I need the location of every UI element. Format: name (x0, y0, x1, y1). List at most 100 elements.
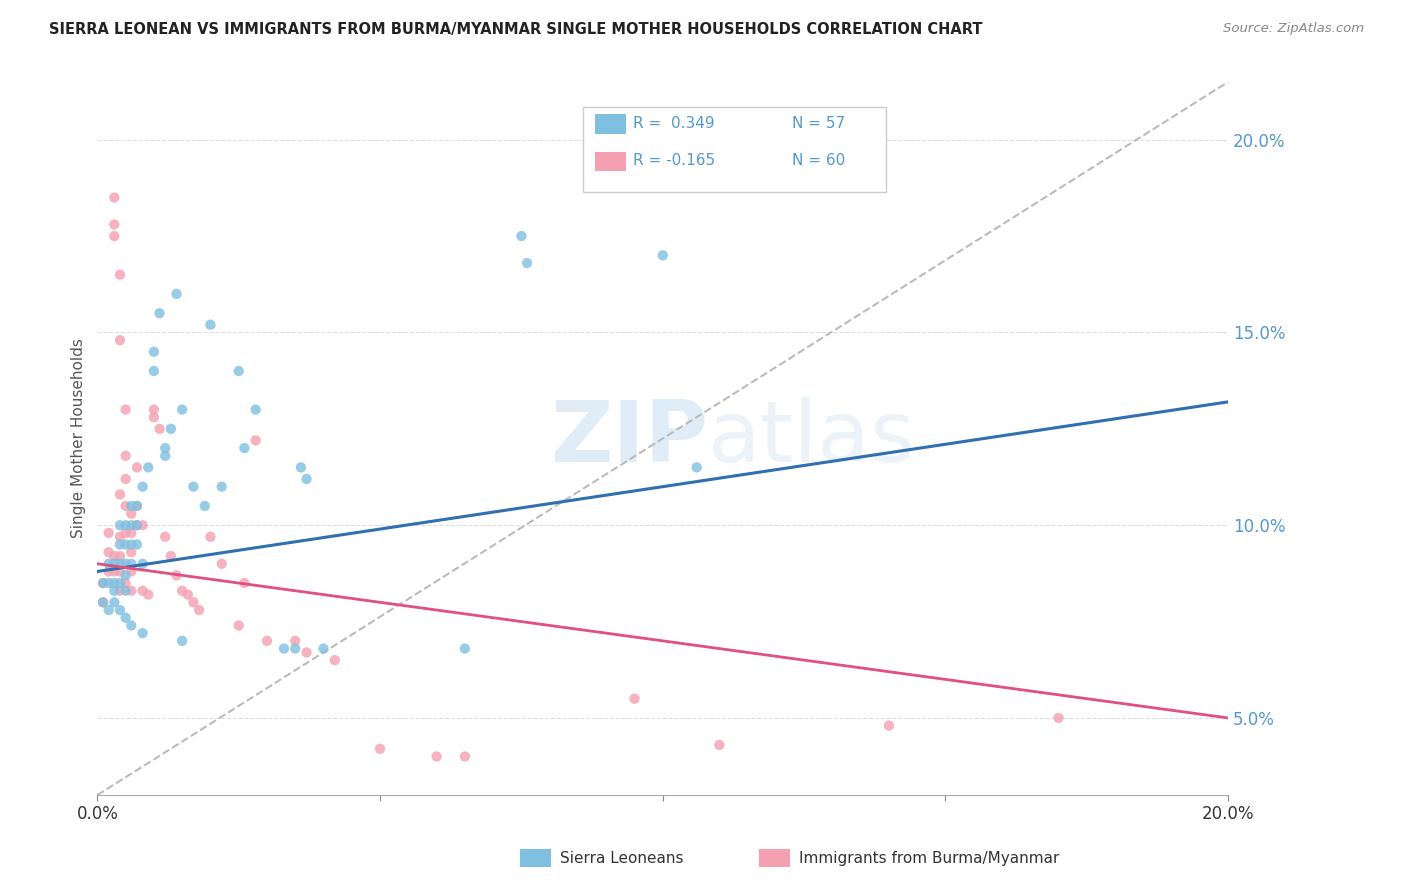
Point (108, 557, 131, 571)
Point (312, 641, 335, 656)
Text: Immigrants from Burma/Myanmar: Immigrants from Burma/Myanmar (799, 851, 1059, 865)
Point (131, 626, 153, 640)
Point (103, 595, 125, 609)
Point (108, 268, 131, 282)
Point (108, 576, 131, 591)
Point (125, 518, 148, 533)
Point (114, 472, 136, 486)
Point (131, 518, 153, 533)
Point (114, 525, 136, 540)
Point (97, 525, 120, 540)
Point (183, 595, 205, 609)
Point (211, 557, 233, 571)
Point (108, 603, 131, 617)
Point (188, 603, 211, 617)
Point (172, 633, 194, 648)
Point (114, 583, 136, 598)
Point (103, 557, 125, 571)
Point (510, 229, 533, 244)
Point (153, 530, 176, 544)
Point (103, 549, 125, 563)
Point (114, 557, 136, 571)
Point (290, 460, 312, 475)
Point (160, 422, 183, 436)
Point (103, 576, 125, 591)
Point (148, 306, 170, 320)
Point (103, 565, 125, 579)
Point (233, 576, 256, 591)
Point (103, 218, 125, 232)
Point (284, 641, 307, 656)
Point (114, 449, 136, 463)
Point (125, 499, 148, 513)
Y-axis label: Single Mother Households: Single Mother Households (72, 339, 86, 539)
Point (172, 402, 194, 417)
Point (166, 568, 188, 582)
Point (131, 557, 153, 571)
Point (323, 653, 346, 667)
Point (256, 633, 278, 648)
Point (108, 565, 131, 579)
Point (114, 518, 136, 533)
Point (228, 618, 250, 632)
Point (91, 595, 114, 609)
Point (686, 460, 709, 475)
Point (97, 557, 120, 571)
Point (142, 402, 165, 417)
Point (125, 518, 148, 533)
Point (142, 410, 165, 425)
Text: N = 60: N = 60 (792, 153, 845, 168)
Point (153, 449, 176, 463)
Text: ZIP: ZIP (550, 397, 709, 480)
Point (166, 287, 188, 301)
Point (120, 583, 142, 598)
Point (153, 441, 176, 455)
Point (125, 537, 148, 551)
Point (877, 719, 900, 733)
Point (108, 333, 131, 347)
Point (131, 583, 153, 598)
Point (142, 344, 165, 359)
Point (120, 507, 142, 521)
Point (228, 364, 250, 378)
Point (120, 618, 142, 632)
Point (108, 530, 131, 544)
Point (177, 588, 200, 602)
Point (368, 741, 391, 756)
Point (295, 472, 318, 486)
Text: N = 57: N = 57 (792, 116, 845, 130)
Point (120, 557, 142, 571)
Point (426, 749, 449, 764)
Point (516, 256, 538, 270)
Point (148, 422, 170, 436)
Point (114, 611, 136, 625)
Point (211, 480, 233, 494)
Point (200, 530, 222, 544)
Point (142, 364, 165, 378)
Point (454, 749, 477, 764)
Point (114, 402, 136, 417)
Point (233, 441, 256, 455)
Point (120, 525, 142, 540)
Text: R =  0.349: R = 0.349 (633, 116, 714, 130)
Point (454, 641, 477, 656)
Point (125, 460, 148, 475)
Point (108, 583, 131, 598)
Point (623, 691, 645, 706)
Point (709, 738, 731, 752)
Point (108, 487, 131, 501)
Point (120, 545, 142, 559)
Point (194, 499, 217, 513)
Point (103, 583, 125, 598)
Point (1047, 711, 1070, 725)
Point (108, 549, 131, 563)
Point (160, 549, 183, 563)
Text: Source: ZipAtlas.com: Source: ZipAtlas.com (1223, 22, 1364, 36)
Text: SIERRA LEONEAN VS IMMIGRANTS FROM BURMA/MYANMAR SINGLE MOTHER HOUSEHOLDS CORRELA: SIERRA LEONEAN VS IMMIGRANTS FROM BURMA/… (49, 22, 983, 37)
Point (114, 576, 136, 591)
Point (172, 583, 194, 598)
Point (108, 518, 131, 533)
Point (103, 229, 125, 244)
Point (131, 480, 153, 494)
Point (183, 480, 205, 494)
